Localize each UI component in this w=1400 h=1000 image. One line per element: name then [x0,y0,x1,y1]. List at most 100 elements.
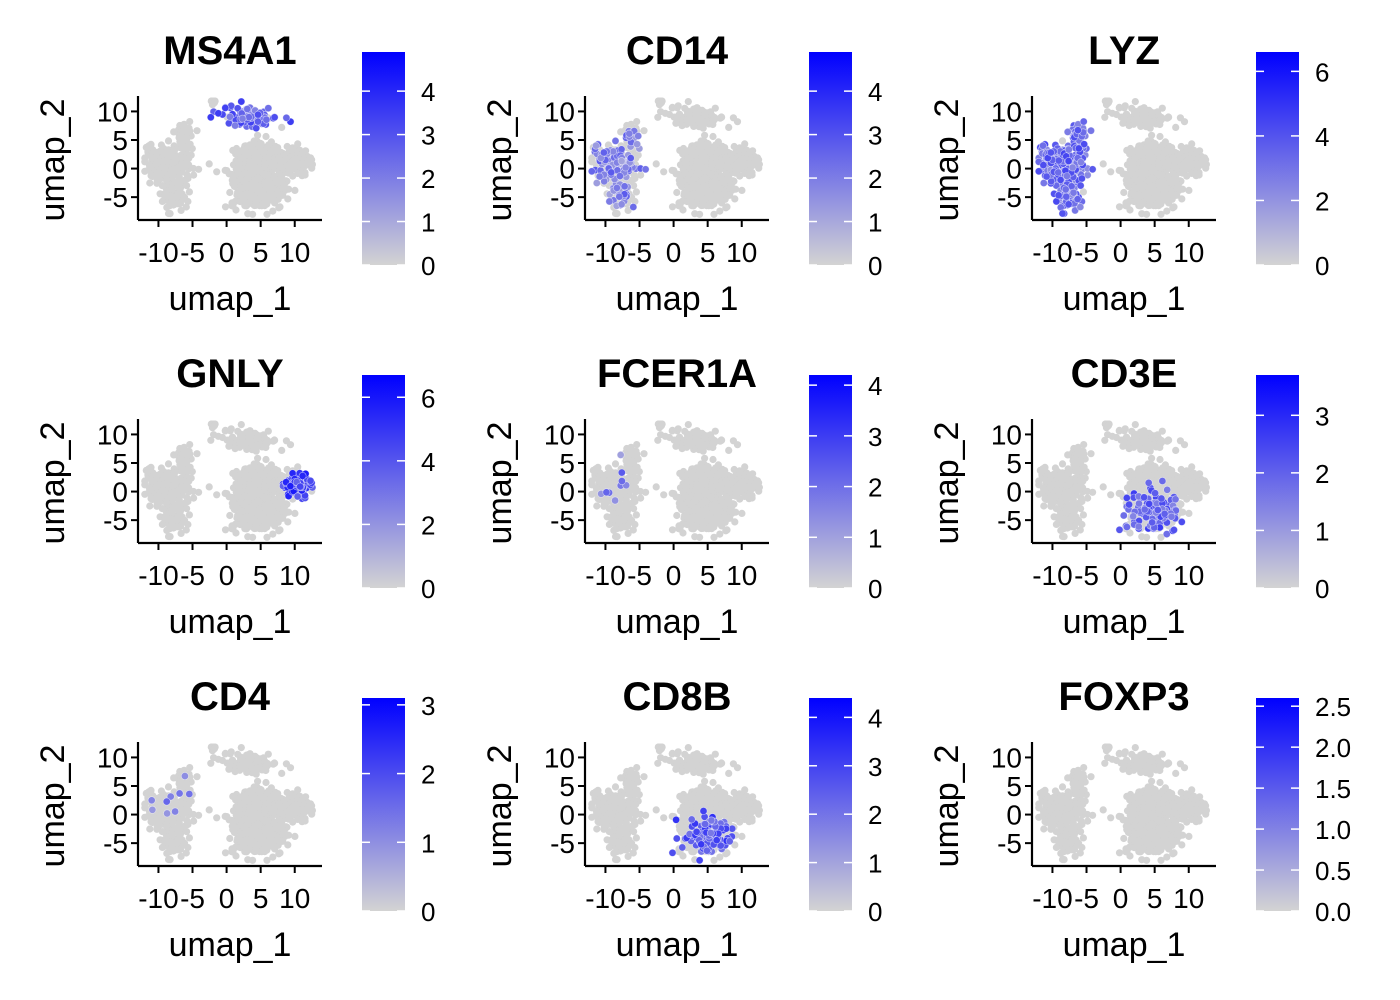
y-tick-label: -5 [550,182,575,213]
expressing-cell-point [1074,126,1082,135]
cell-point [251,156,259,164]
cell-point [685,115,694,123]
cell-point [652,160,660,168]
cell-point [170,451,178,459]
cell-point [1145,156,1153,164]
cell-point [158,197,166,205]
cell-point [701,111,709,119]
cell-point [246,182,254,190]
cell-point [699,201,707,209]
cell-point [1123,200,1131,208]
cell-point [1120,188,1128,197]
expressing-cell-point [616,172,624,180]
expressing-cell-point [1061,185,1070,194]
y-tick-label: 5 [1006,125,1022,156]
colorbar-tick-label: 4 [421,77,435,107]
x-axis-title: umap_1 [616,280,739,318]
panel-title: CD14 [626,29,729,73]
panel-title: GNLY [176,352,284,396]
cell-point [633,118,641,126]
cell-point [1180,159,1188,167]
cell-point [668,104,676,112]
cell-point [164,460,173,468]
expressing-cell-point [1058,209,1067,218]
cell-point [668,203,677,211]
cell-point [704,147,712,155]
x-tick-label: 10 [279,237,310,268]
expressing-cell-point [1076,203,1085,211]
x-tick-label: 5 [1147,237,1163,268]
cell-point [1144,194,1152,202]
expressing-cell-point [264,104,273,113]
cell-point [264,427,272,435]
cell-point [174,182,182,190]
cell-point [205,160,213,168]
cell-point [1176,114,1184,122]
colorbar-tick-label: 6 [1315,57,1329,87]
cell-point [711,154,720,162]
expressing-cell-point [1077,158,1085,167]
cell-point [1146,124,1154,132]
cell-point [273,190,282,198]
cell-point [714,187,722,195]
cell-point [1185,186,1193,194]
cell-point [248,145,256,153]
colorbar-tick-label: 0 [868,251,882,281]
cell-point [1202,164,1210,172]
colorbar [809,52,852,265]
cell-point [1137,105,1145,113]
x-tick-label: 0 [1113,237,1129,268]
expressing-cell-point [1063,172,1071,180]
cell-point [184,497,192,506]
cell-point [264,154,272,162]
cell-point [719,178,727,186]
x-tick-label: 5 [253,237,269,268]
expressing-cell-point [221,104,230,112]
cell-point [226,188,234,197]
cell-point [1171,172,1180,180]
x-tick-label: -10 [138,237,178,268]
cell-point [704,193,712,201]
cell-point [257,147,265,155]
cell-point [723,203,731,211]
cell-point [153,148,161,157]
cell-point [725,123,733,131]
cell-point [1115,203,1124,211]
cell-point [1148,131,1156,139]
points-layer [141,97,316,218]
cell-point [186,118,194,126]
cell-point [701,131,709,139]
cell-point [195,488,203,496]
cell-point [245,436,253,444]
cell-point [149,172,157,181]
expressing-cell-point [613,183,621,192]
cell-point [710,210,718,218]
expressing-cell-point [1079,117,1088,126]
cell-point [186,140,194,148]
cell-point [1115,104,1123,112]
expressing-cell-point [1076,181,1085,190]
expressing-cell-point [633,140,641,149]
panel-title: MS4A1 [163,29,296,73]
colorbar-tick-label: 2 [1315,186,1329,216]
cell-point [160,168,168,176]
cell-point [696,210,704,218]
cell-point [182,203,190,211]
cell-point [271,436,279,444]
x-tick-label: 5 [700,237,716,268]
cell-point [678,122,686,130]
cell-point [268,146,276,155]
cell-point [226,436,234,444]
cell-point [1148,118,1156,126]
cell-point [183,158,191,166]
cell-point [168,516,176,524]
cell-point [276,203,284,211]
cell-point [1120,113,1128,121]
expressing-cell-point [600,148,608,157]
cell-point [262,439,270,447]
cell-point [1099,160,1107,168]
x-tick-label: -10 [1032,237,1072,268]
expressing-cell-point [1056,175,1065,184]
cell-point [246,170,254,178]
